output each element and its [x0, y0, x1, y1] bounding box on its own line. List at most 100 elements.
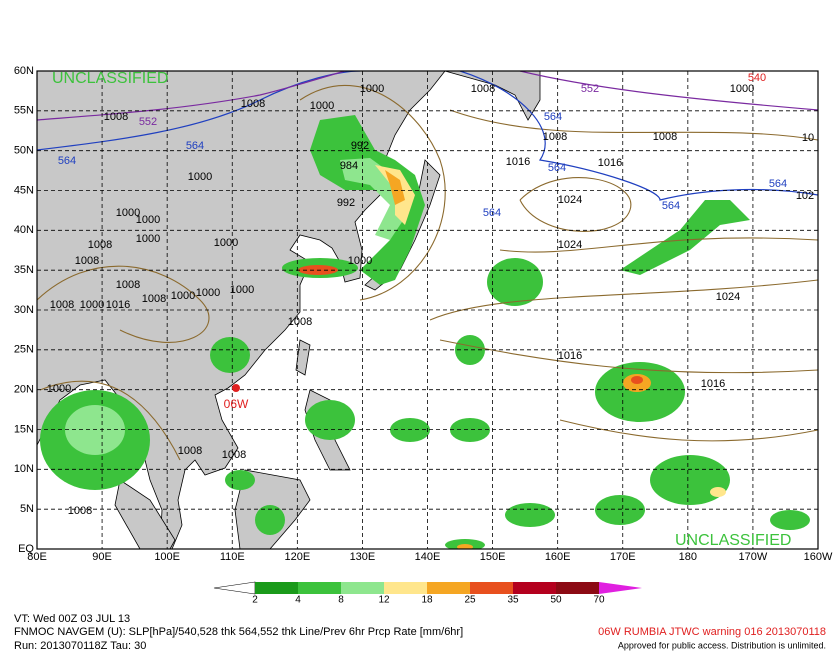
slp-label: 1024: [558, 194, 582, 206]
lat-label: 10N: [14, 463, 34, 475]
lat-label: 40N: [14, 224, 34, 236]
lat-label: 5N: [20, 503, 34, 515]
lon-label: 80E: [27, 551, 47, 563]
colorbar-label: 35: [507, 595, 519, 606]
lon-label: 170E: [610, 551, 636, 563]
run-info: Run: 2013070118Z Tau: 30: [14, 640, 146, 652]
classification: UNCLASSIFIED: [675, 532, 791, 549]
slp-label: 1008: [50, 299, 74, 311]
lon-label: 160W: [804, 551, 833, 563]
slp-label: 1008: [75, 255, 99, 267]
slp-label: 1008: [653, 131, 677, 143]
thickness-label: 564: [58, 155, 76, 167]
slp-label: 1008: [222, 449, 246, 461]
lon-label: 170W: [739, 551, 768, 563]
thickness-label: 552: [581, 83, 599, 95]
storm-label: 06W: [224, 397, 249, 411]
lat-label: 50N: [14, 145, 34, 157]
thickness-label: 564: [544, 111, 562, 123]
colorbar-label: 8: [338, 595, 344, 606]
slp-label: 1000: [80, 299, 104, 311]
slp-label: 1016: [558, 350, 582, 362]
lon-label: 90E: [92, 551, 112, 563]
colorbar-label: 70: [593, 595, 605, 606]
thickness-label: 564: [769, 178, 787, 190]
slp-label: 1000: [171, 290, 195, 302]
slp-label: 1008: [178, 445, 202, 457]
lon-label: 110E: [220, 551, 245, 563]
colorbar-label: 4: [295, 595, 301, 606]
slp-label: 1000: [47, 383, 71, 395]
thickness-label: 564: [186, 140, 204, 152]
slp-label: 1000: [136, 233, 160, 245]
slp-label: 1000: [136, 214, 160, 226]
slp-label: 1016: [506, 156, 530, 168]
colorbar-label: 50: [550, 595, 562, 606]
slp-label: 1024: [558, 239, 582, 251]
classification: UNCLASSIFIED: [52, 70, 168, 87]
storm-symbol: [232, 384, 240, 392]
colorbar-label: 2: [252, 595, 258, 606]
valid-time: VT: Wed 00Z 03 JUL 13: [14, 613, 130, 625]
lat-label: EQ: [18, 543, 34, 555]
slp-label: 1008: [471, 83, 495, 95]
colorbar-label: 18: [421, 595, 433, 606]
thickness-label: 564: [483, 207, 501, 219]
lat-label: 20N: [14, 384, 34, 396]
slp-label: 1008: [288, 316, 312, 328]
thickness-label: 552: [139, 116, 157, 128]
contours: [37, 71, 818, 461]
slp-label: 1008: [241, 98, 265, 110]
lat-label: 55N: [14, 105, 34, 117]
lat-label: 30N: [14, 304, 34, 316]
approval: Approved for public access. Distribution…: [618, 640, 826, 650]
thickness-label: 564: [548, 162, 566, 174]
lon-label: 120E: [284, 551, 310, 563]
slp-label: 1000: [196, 287, 220, 299]
slp-label: 1000: [348, 255, 372, 267]
map-frame: [36, 70, 819, 550]
slp-label: 1008: [142, 293, 166, 305]
model-info: FNMOC NAVGEM (U): SLP[hPa]/540,528 thk 5…: [14, 626, 463, 638]
slp-label: 1008: [68, 505, 92, 517]
slp-label: 1008: [543, 131, 567, 143]
slp-label: 102: [796, 190, 814, 202]
warning-info: 06W RUMBIA JTWC warning 016 2013070118: [598, 626, 826, 638]
slp-label: 1000: [310, 100, 334, 112]
slp-label: 1000: [116, 207, 140, 219]
slp-label: 1008: [88, 239, 112, 251]
slp-label: 1008: [104, 111, 128, 123]
precipitation: [40, 115, 810, 549]
slp-label: 1008: [116, 279, 140, 291]
colorbar: 2 4 8 12 18 25 35 50 70: [213, 581, 642, 606]
colorbar-label: 25: [464, 595, 476, 606]
slp-label: 984: [340, 160, 358, 172]
lat-label: 35N: [14, 264, 34, 276]
slp-label: 1000: [730, 83, 754, 95]
lon-label: 100E: [154, 551, 180, 563]
lat-label: 45N: [14, 184, 34, 196]
lon-label: 150E: [480, 551, 506, 563]
slp-label: 1000: [360, 83, 384, 95]
slp-label: 1016: [701, 378, 725, 390]
slp-label: 10: [802, 132, 814, 144]
thickness-label: 564: [662, 200, 680, 212]
slp-label: 1016: [598, 157, 622, 169]
slp-label: 1000: [214, 237, 238, 249]
slp-label: 1024: [716, 291, 740, 303]
lat-label: 25N: [14, 344, 34, 356]
lon-label: 140E: [415, 551, 441, 563]
slp-label: 1016: [106, 299, 130, 311]
lat-label: 60N: [14, 65, 34, 77]
slp-label: 992: [351, 140, 369, 152]
lon-label: 180: [679, 551, 697, 563]
lat-label: 15N: [14, 423, 34, 435]
slp-label: 992: [337, 197, 355, 209]
thickness-label: 540: [748, 72, 766, 84]
lon-label: 130E: [350, 551, 376, 563]
slp-label: 1000: [230, 284, 254, 296]
slp-label: 1000: [188, 171, 212, 183]
lon-label: 160E: [545, 551, 571, 563]
